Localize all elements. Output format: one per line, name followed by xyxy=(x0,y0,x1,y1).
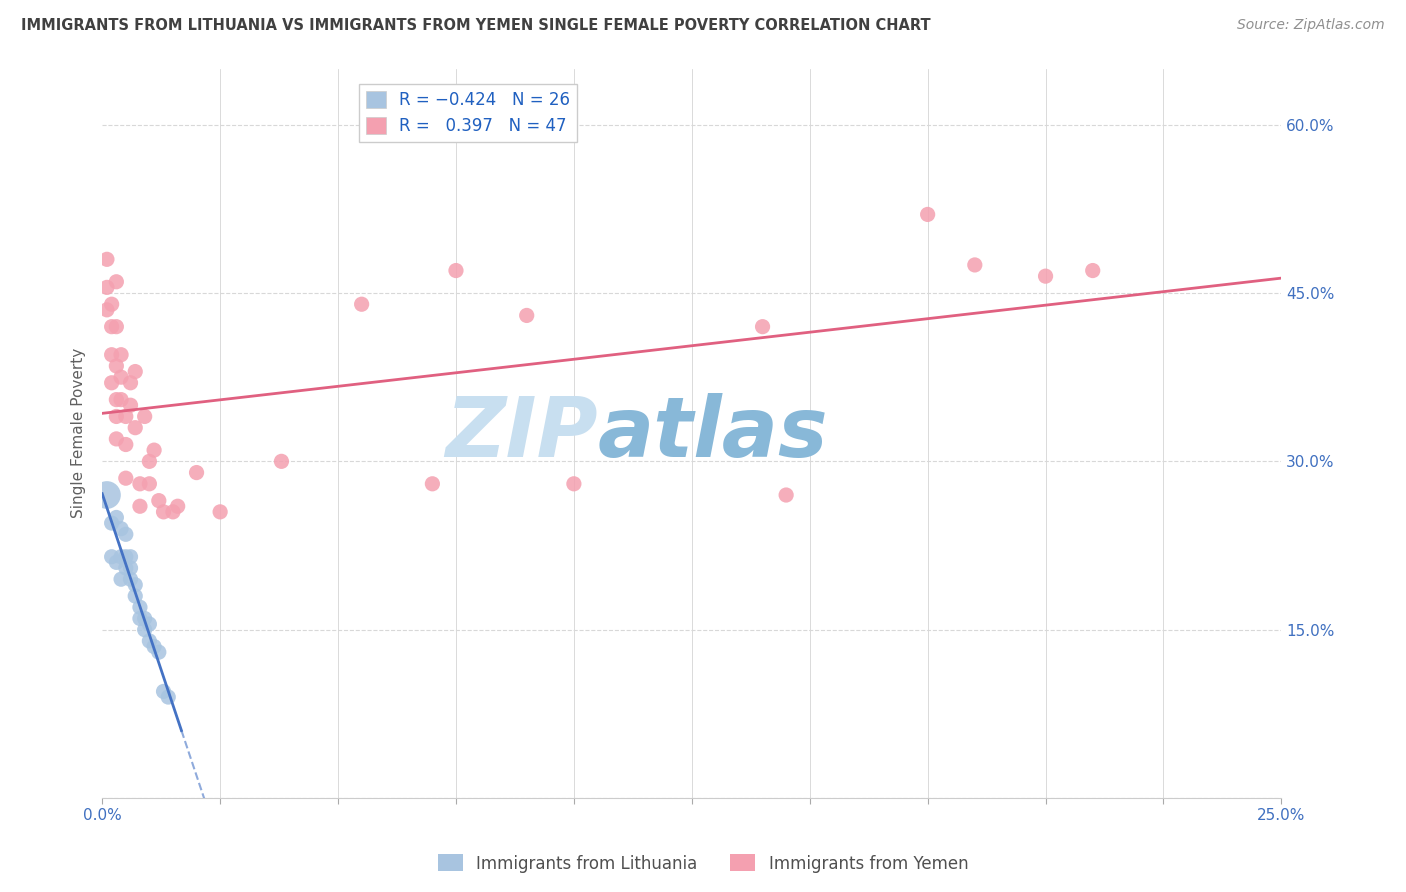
Point xyxy=(100,319,122,334)
Point xyxy=(129,611,152,625)
Point xyxy=(134,409,156,424)
Point xyxy=(148,645,170,659)
Point xyxy=(105,409,128,424)
Point xyxy=(148,493,170,508)
Point xyxy=(114,561,136,575)
Point xyxy=(138,617,160,632)
Point xyxy=(775,488,797,502)
Legend: R = −0.424   N = 26, R =   0.397   N = 47: R = −0.424 N = 26, R = 0.397 N = 47 xyxy=(359,84,576,142)
Point xyxy=(143,443,166,458)
Point xyxy=(120,549,142,564)
Point xyxy=(110,572,132,586)
Point xyxy=(138,634,160,648)
Point xyxy=(444,263,467,277)
Point xyxy=(114,471,136,485)
Point xyxy=(100,516,122,530)
Point xyxy=(114,549,136,564)
Point xyxy=(138,476,160,491)
Point xyxy=(120,376,142,390)
Point xyxy=(105,555,128,569)
Point xyxy=(105,510,128,524)
Point xyxy=(105,392,128,407)
Point xyxy=(96,488,118,502)
Point xyxy=(100,348,122,362)
Point xyxy=(120,398,142,412)
Point xyxy=(166,500,188,514)
Point xyxy=(100,549,122,564)
Point xyxy=(124,589,146,603)
Point xyxy=(96,302,118,317)
Point xyxy=(105,319,128,334)
Point xyxy=(110,522,132,536)
Point xyxy=(110,549,132,564)
Point xyxy=(1035,269,1057,284)
Point xyxy=(124,578,146,592)
Point xyxy=(105,432,128,446)
Point xyxy=(100,297,122,311)
Point xyxy=(110,392,132,407)
Point xyxy=(120,572,142,586)
Text: IMMIGRANTS FROM LITHUANIA VS IMMIGRANTS FROM YEMEN SINGLE FEMALE POVERTY CORRELA: IMMIGRANTS FROM LITHUANIA VS IMMIGRANTS … xyxy=(21,18,931,33)
Y-axis label: Single Female Poverty: Single Female Poverty xyxy=(72,348,86,518)
Point xyxy=(270,454,292,468)
Point xyxy=(350,297,373,311)
Point xyxy=(114,437,136,451)
Point xyxy=(129,476,152,491)
Text: atlas: atlas xyxy=(598,392,828,474)
Point xyxy=(963,258,986,272)
Point xyxy=(152,684,174,698)
Point xyxy=(422,476,444,491)
Legend: Immigrants from Lithuania, Immigrants from Yemen: Immigrants from Lithuania, Immigrants fr… xyxy=(430,847,976,880)
Point xyxy=(124,420,146,434)
Point xyxy=(129,600,152,615)
Text: ZIP: ZIP xyxy=(444,392,598,474)
Point xyxy=(105,275,128,289)
Point xyxy=(134,623,156,637)
Point xyxy=(917,207,939,221)
Point xyxy=(110,348,132,362)
Text: Source: ZipAtlas.com: Source: ZipAtlas.com xyxy=(1237,18,1385,32)
Point xyxy=(162,505,184,519)
Point xyxy=(138,454,160,468)
Point xyxy=(96,252,118,267)
Point xyxy=(114,409,136,424)
Point xyxy=(134,611,156,625)
Point xyxy=(124,365,146,379)
Point xyxy=(209,505,232,519)
Point xyxy=(157,690,180,704)
Point xyxy=(516,309,538,323)
Point xyxy=(110,370,132,384)
Point xyxy=(143,640,166,654)
Point xyxy=(152,505,174,519)
Point xyxy=(114,527,136,541)
Point xyxy=(129,500,152,514)
Point xyxy=(96,280,118,294)
Point xyxy=(186,466,208,480)
Point xyxy=(100,376,122,390)
Point xyxy=(562,476,585,491)
Point xyxy=(1081,263,1104,277)
Point xyxy=(105,359,128,373)
Point xyxy=(120,561,142,575)
Point xyxy=(751,319,773,334)
